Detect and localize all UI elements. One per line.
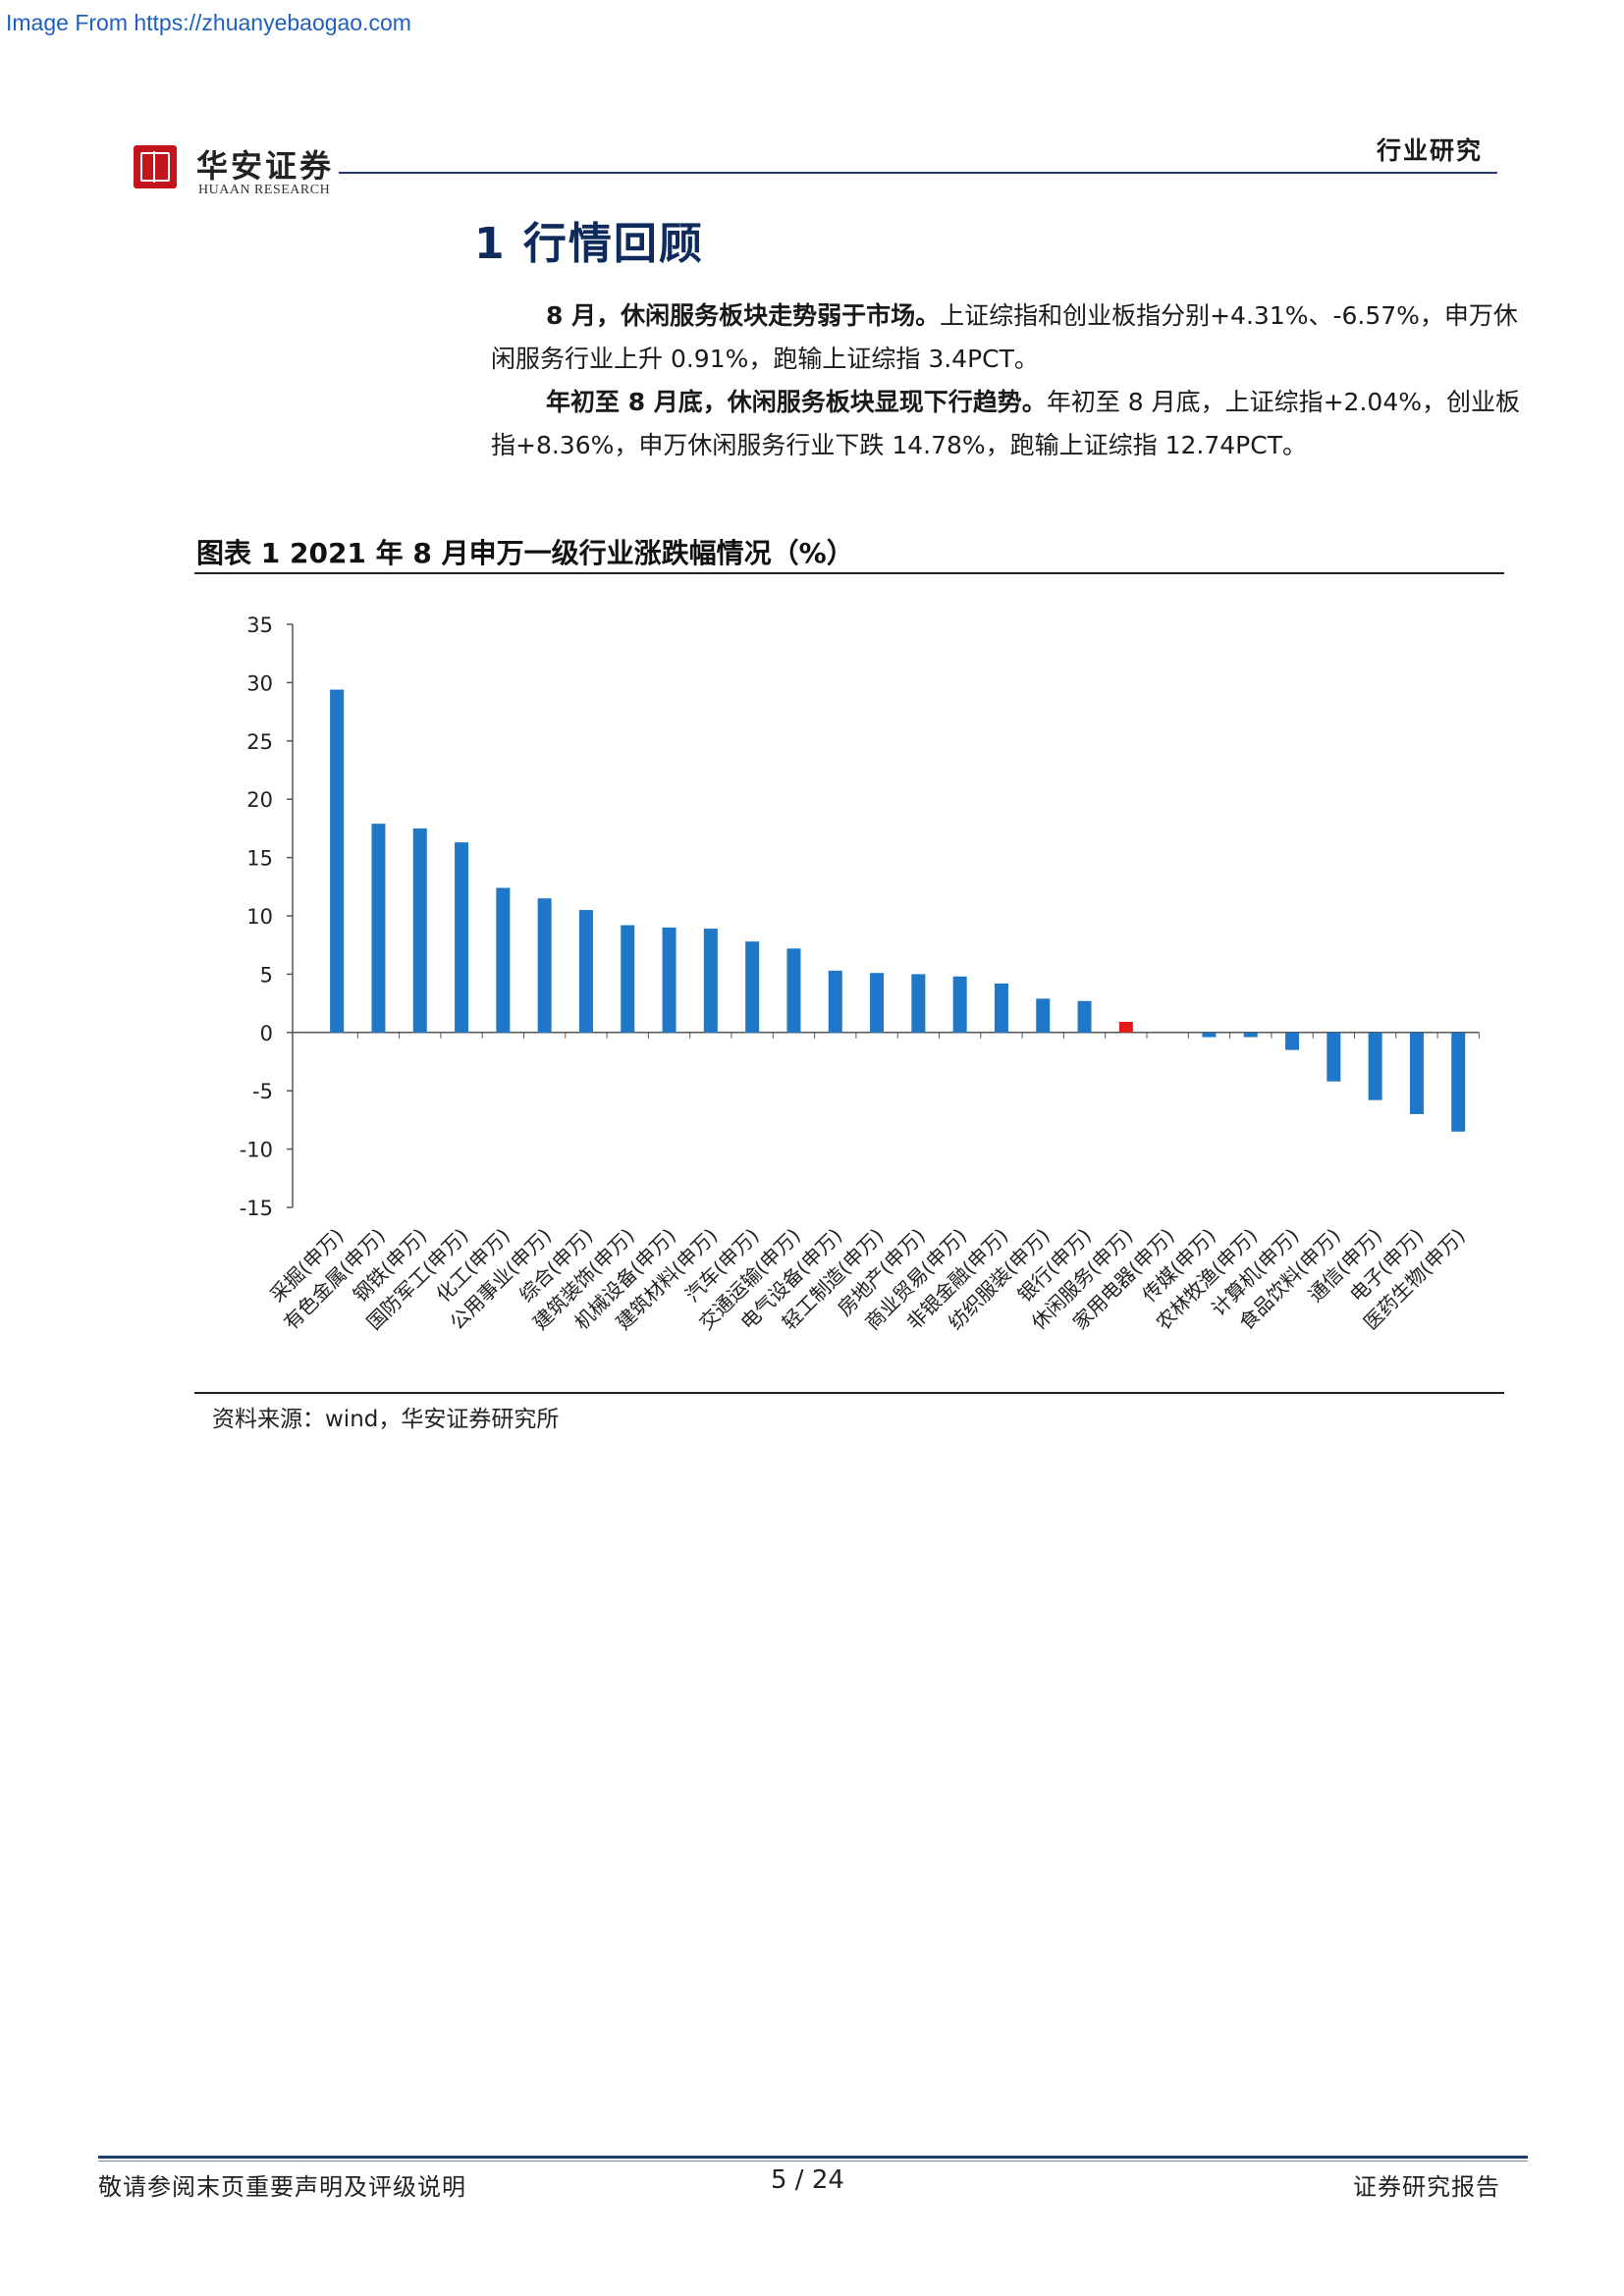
footer-divider-thin bbox=[98, 2161, 1528, 2162]
y-tick-label: 0 bbox=[260, 1022, 273, 1045]
bar-27 bbox=[1451, 1032, 1466, 1132]
y-tick-label: 30 bbox=[246, 671, 273, 695]
paragraph-2: 年初至 8 月底，休闲服务板块显现下行趋势。年初至 8 月底，上证综指+2.04… bbox=[491, 381, 1532, 467]
y-tick-label: 10 bbox=[246, 905, 273, 929]
paragraph-2-body: 年初至 8 月底，上证综指+2.04%，创业板指+8.36%，申万休闲服务行业下… bbox=[491, 388, 1520, 459]
bar-13 bbox=[870, 973, 885, 1033]
footer-disclaimer: 敬请参阅末页重要声明及评级说明 bbox=[98, 2173, 466, 2201]
bar-22 bbox=[1243, 1032, 1258, 1038]
bar-16 bbox=[994, 983, 1008, 1033]
figure-top-rule bbox=[194, 572, 1504, 574]
figure-title: 图表 1 2021 年 8 月申万一级行业涨跌幅情况（%） bbox=[196, 537, 854, 569]
y-tick-label: 20 bbox=[246, 788, 273, 812]
bar-19 bbox=[1118, 1021, 1133, 1033]
seal-icon bbox=[134, 145, 177, 188]
bar-26 bbox=[1409, 1032, 1424, 1114]
bar-25 bbox=[1368, 1032, 1382, 1100]
bar-18 bbox=[1077, 1000, 1092, 1033]
header-divider bbox=[339, 172, 1497, 174]
footer-doc-type: 证券研究报告 bbox=[1353, 2173, 1500, 2201]
y-tick-label: 25 bbox=[246, 730, 273, 754]
bar-8 bbox=[662, 927, 677, 1033]
footer-divider bbox=[98, 2156, 1528, 2159]
watermark-url[interactable]: Image From https://zhuanyebaogao.com bbox=[6, 10, 411, 35]
bar-14 bbox=[911, 974, 926, 1033]
bar-23 bbox=[1285, 1032, 1300, 1050]
y-tick-label: -10 bbox=[240, 1139, 273, 1162]
bar-21 bbox=[1202, 1032, 1217, 1038]
paragraph-1-lead: 8 月，休闲服务板块走势弱于市场。 bbox=[546, 301, 941, 330]
figure-bottom-rule bbox=[194, 1392, 1504, 1394]
bar-12 bbox=[828, 970, 842, 1033]
page-number: 5 / 24 bbox=[771, 2165, 844, 2195]
paragraph-1: 8 月，休闲服务板块走势弱于市场。上证综指和创业板指分别+4.31%、-6.57… bbox=[491, 294, 1532, 381]
y-tick-label: 5 bbox=[260, 963, 273, 987]
company-logo: 华安证券 HUAAN RESEARCH bbox=[134, 141, 428, 200]
bar-24 bbox=[1326, 1032, 1341, 1082]
y-tick-label: 35 bbox=[246, 614, 273, 637]
paragraph-1-body: 上证综指和创业板指分别+4.31%、-6.57%，申万休闲服务行业上升 0.91… bbox=[491, 301, 1518, 373]
section-title: 1 行情回顾 bbox=[474, 219, 704, 269]
paragraph-2-lead: 年初至 8 月底，休闲服务板块显现下行趋势。 bbox=[546, 388, 1047, 416]
bar-11 bbox=[786, 948, 801, 1033]
bar-9 bbox=[703, 929, 718, 1033]
bar-6 bbox=[578, 910, 593, 1033]
y-tick-label: -5 bbox=[252, 1080, 273, 1103]
bar-4 bbox=[496, 887, 511, 1033]
bar-7 bbox=[621, 925, 635, 1033]
bar-17 bbox=[1036, 998, 1051, 1033]
bar-2 bbox=[412, 828, 427, 1033]
bar-3 bbox=[455, 842, 469, 1033]
logo-english-name: HUAAN RESEARCH bbox=[198, 183, 331, 197]
bar-0 bbox=[330, 689, 345, 1033]
bar-10 bbox=[745, 941, 760, 1033]
report-category: 行业研究 bbox=[1376, 136, 1483, 165]
bar-1 bbox=[371, 824, 386, 1033]
bar-chart: 35302520151050-5-10-15采掘(申万)有色金属(申万)钢铁(申… bbox=[240, 614, 1480, 1334]
y-tick-label: 15 bbox=[246, 847, 273, 871]
logo-chinese-name: 华安证券 bbox=[196, 147, 335, 185]
bar-15 bbox=[952, 976, 967, 1033]
y-tick-label: -15 bbox=[240, 1197, 273, 1220]
bar-5 bbox=[537, 898, 552, 1033]
figure-source: 资料来源：wind，华安证券研究所 bbox=[212, 1407, 560, 1432]
